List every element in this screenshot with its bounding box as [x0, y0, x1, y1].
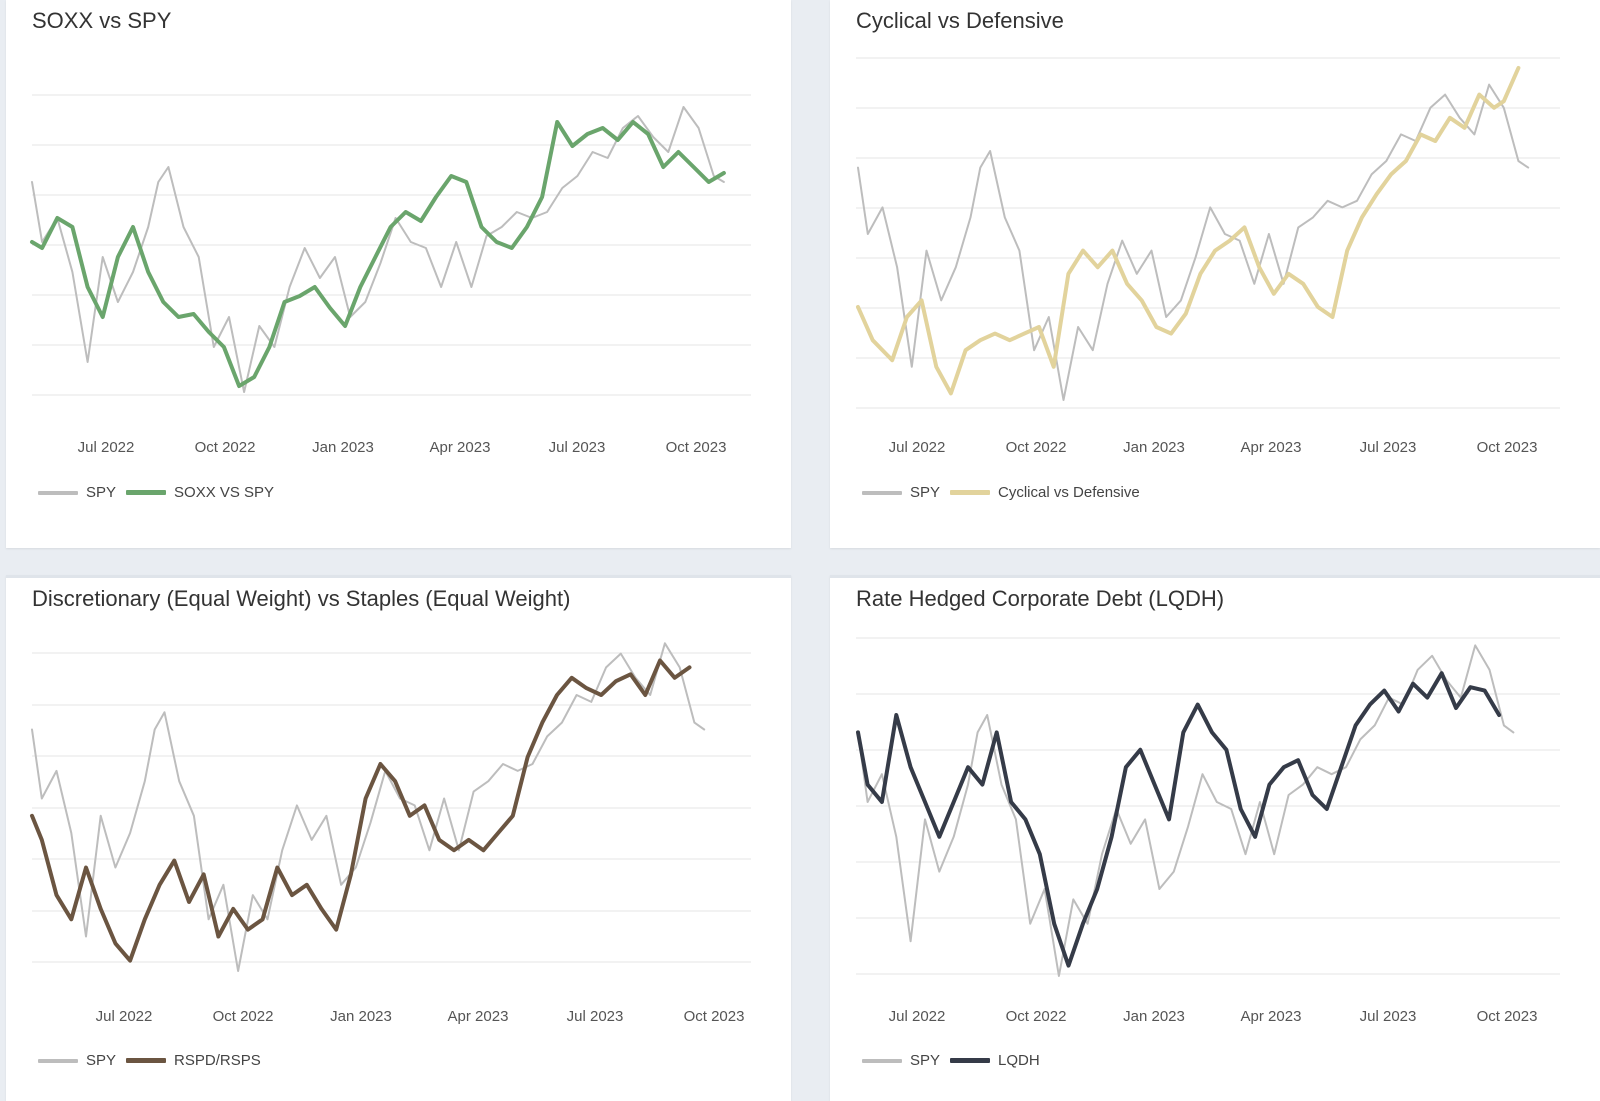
legend-label: LQDH	[998, 1052, 1040, 1069]
x-tick-label: Oct 2022	[1006, 1008, 1067, 1025]
legend-swatch-series	[950, 490, 991, 495]
chart-panel-cyclical: Cyclical vs Defensive Jul 2022 Oct 2022 Ja…	[830, 0, 1600, 548]
chart-plot[interactable]: Jul 2022 Oct 2022 Jan 2023 Apr 2023 Jul 2023…	[830, 0, 1600, 470]
chart-legend: SPY SOXX VS SPY	[38, 484, 274, 501]
x-tick-label: Jan 2023	[312, 439, 374, 456]
legend-label: SOXX VS SPY	[174, 484, 275, 501]
chart-panel-lqdh: Rate Hedged Corporate Debt (LQDH) Jul 20…	[830, 575, 1600, 1101]
legend-item-series[interactable]: SOXX VS SPY	[126, 484, 274, 501]
legend-item-spy[interactable]: SPY	[38, 484, 116, 501]
series-line-spy	[857, 644, 1515, 977]
series-line-spy	[857, 83, 1530, 401]
x-tick-label: Jul 2023	[1360, 1008, 1417, 1025]
x-tick-label: Jul 2023	[549, 439, 606, 456]
legend-label: SPY	[910, 484, 941, 501]
chart-legend: SPY RSPD/RSPS	[38, 1052, 261, 1069]
chart-title: Rate Hedged Corporate Debt (LQDH)	[856, 586, 1225, 611]
legend-label: Cyclical vs Defensive	[998, 484, 1140, 501]
x-tick-label: Oct 2023	[1477, 1008, 1538, 1025]
x-tick-label: Jan 2023	[1123, 1008, 1185, 1025]
legend-swatch-spy	[862, 490, 902, 495]
x-tick-label: Jul 2022	[889, 1008, 946, 1025]
x-tick-label: Oct 2022	[213, 1008, 274, 1025]
series-line-main	[856, 66, 1521, 396]
x-tick-label: Jul 2023	[567, 1008, 624, 1025]
chart-legend: SPY Cyclical vs Defensive	[862, 484, 1140, 501]
legend-label: SPY	[86, 1052, 117, 1069]
x-tick-label: Jan 2023	[330, 1008, 392, 1025]
x-tick-label: Apr 2023	[1241, 1008, 1302, 1025]
x-tick-label: Oct 2022	[195, 439, 256, 456]
x-tick-label: Oct 2023	[666, 439, 727, 456]
series-line-spy	[31, 106, 725, 393]
x-tick-label: Oct 2023	[1477, 439, 1538, 456]
x-tick-label: Apr 2023	[448, 1008, 509, 1025]
x-tick-label: Jul 2022	[78, 439, 135, 456]
legend-item-spy[interactable]: SPY	[862, 484, 940, 501]
chart-title: Cyclical vs Defensive	[856, 8, 1064, 33]
x-tick-label: Oct 2022	[1006, 439, 1067, 456]
x-tick-label: Jul 2022	[96, 1008, 153, 1025]
series-line-main	[30, 120, 726, 388]
legend-item-series[interactable]: LQDH	[950, 1052, 1040, 1069]
chart-plot[interactable]: Jul 2022 Oct 2022 Jan 2023 Apr 2023 Jul 2023…	[6, 578, 791, 1048]
legend-item-series[interactable]: Cyclical vs Defensive	[950, 484, 1140, 501]
legend-swatch-series	[126, 1058, 167, 1063]
legend-item-series[interactable]: RSPD/RSPS	[126, 1052, 261, 1069]
legend-swatch-spy	[862, 1058, 902, 1063]
legend-swatch-series	[126, 490, 167, 495]
legend-label: SPY	[86, 484, 117, 501]
legend-item-spy[interactable]: SPY	[38, 1052, 116, 1069]
legend-label: SPY	[910, 1052, 941, 1069]
series-line-main	[30, 658, 692, 963]
x-tick-label: Jul 2023	[1360, 439, 1417, 456]
legend-item-spy[interactable]: SPY	[862, 1052, 940, 1069]
legend-swatch-spy	[38, 490, 78, 495]
chart-legend: SPY LQDH	[862, 1052, 1040, 1069]
chart-plot[interactable]: Jul 2022 Oct 2022 Jan 2023 Apr 2023 Jul 2023…	[830, 578, 1600, 1048]
x-tick-label: Jan 2023	[1123, 439, 1185, 456]
x-tick-label: Apr 2023	[430, 439, 491, 456]
x-tick-label: Apr 2023	[1241, 439, 1302, 456]
legend-swatch-spy	[38, 1058, 78, 1063]
chart-plot[interactable]: Jul 2022 Oct 2022 Jan 2023 Apr 2023 Jul 2023…	[6, 0, 791, 470]
chart-panel-discretionary: Discretionary (Equal Weight) vs Staples …	[6, 575, 791, 1101]
x-tick-label: Oct 2023	[684, 1008, 745, 1025]
x-tick-label: Jul 2022	[889, 439, 946, 456]
series-line-spy	[31, 642, 706, 972]
chart-title: SOXX vs SPY	[32, 8, 172, 33]
chart-title: Discretionary (Equal Weight) vs Staples …	[32, 586, 571, 611]
legend-swatch-series	[950, 1058, 991, 1063]
chart-panel-soxx: SOXX vs SPY Jul 2022 Oct 2022 Jan 2023 Apr …	[6, 0, 791, 548]
series-line-main	[856, 671, 1502, 968]
legend-label: RSPD/RSPS	[174, 1052, 261, 1069]
